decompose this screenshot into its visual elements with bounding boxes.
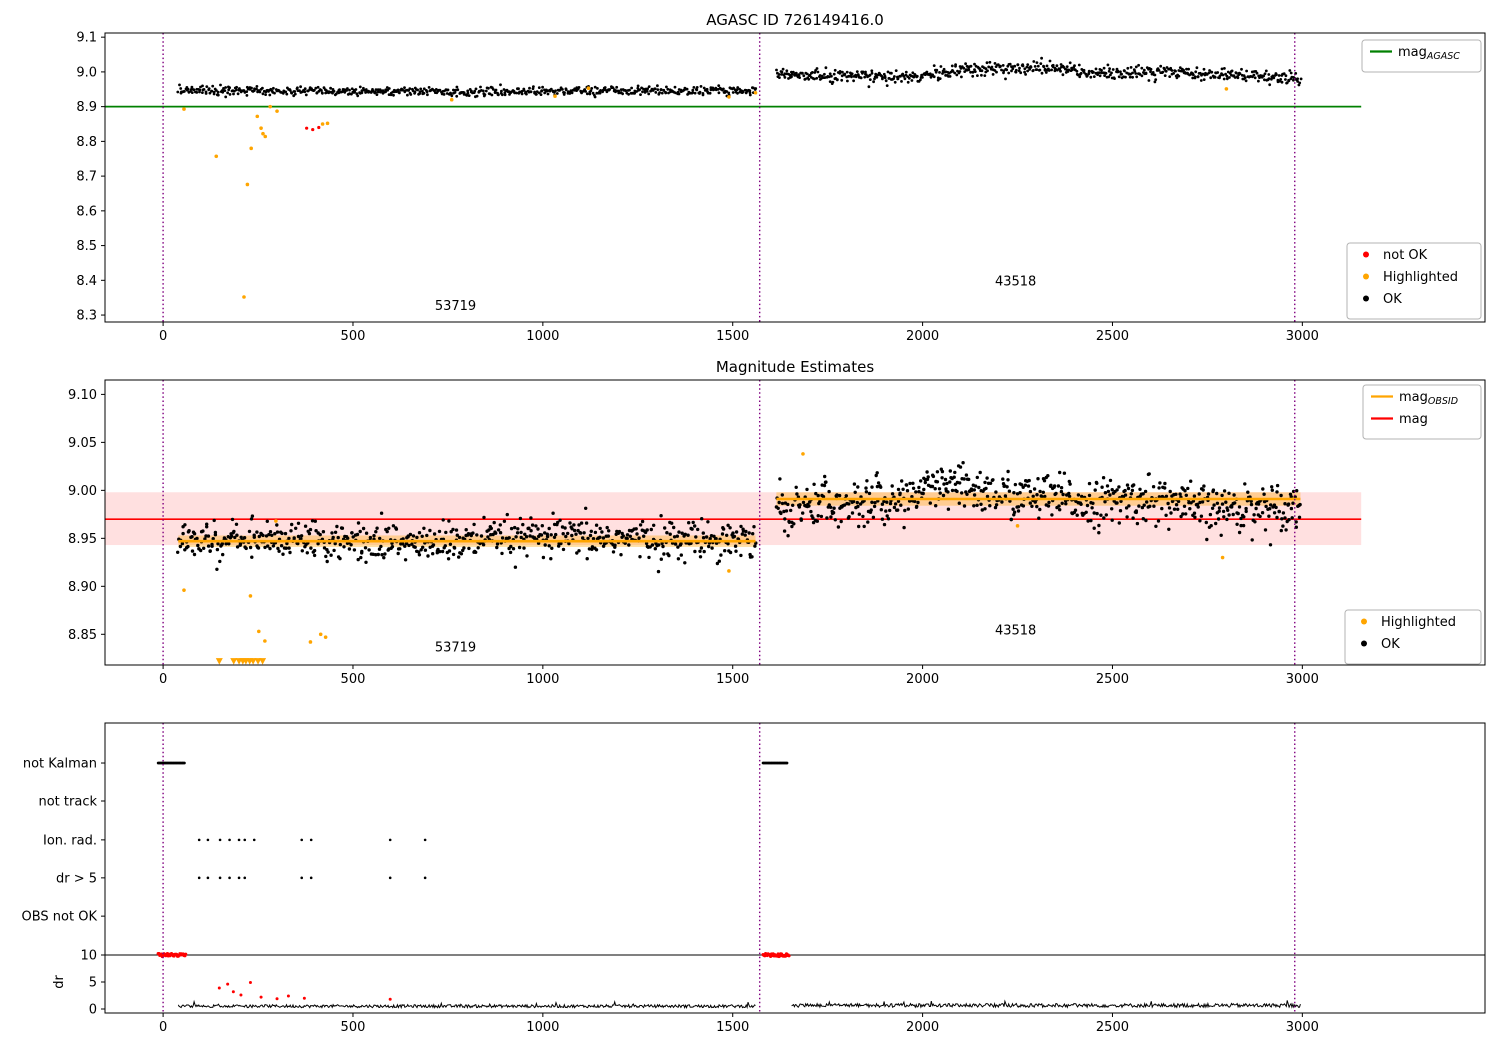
x-tick-label: 0 — [159, 1020, 167, 1035]
highlighted-points — [182, 86, 1229, 299]
chart-0: 53719 43518 0 500 1000 1500 2000 2500 3000 8.3 8.4… — [76, 11, 1486, 344]
x-tick-label: 3000 — [1286, 672, 1319, 687]
y-tick-label: 8.5 — [76, 239, 97, 254]
legend-label: Highlighted — [1381, 615, 1456, 630]
dr-axis-label: dr — [52, 975, 67, 989]
ok-points — [176, 56, 1303, 99]
x-tick-label: 3000 — [1286, 1020, 1319, 1035]
highlighted-points — [182, 452, 1225, 644]
x-tick-label: 2000 — [906, 1020, 939, 1035]
x-tick-label: 3000 — [1286, 329, 1319, 344]
axes-frame: 0 500 1000 1500 2000 2500 3000 8.3 8.4 8.5 8.6 8.7 8… — [76, 31, 1486, 344]
legend-1: not OK Highlighted OK — [1346, 242, 1482, 320]
obsid-annotation: 53719 — [435, 641, 476, 656]
dr-tick-label: 0 — [89, 1002, 97, 1017]
flag-category-label: Ion. rad. — [43, 833, 97, 848]
ok-points — [176, 461, 1302, 574]
clipped-points — [215, 658, 267, 665]
legend-0: magAGASC — [1361, 39, 1482, 73]
x-tick-label: 1500 — [716, 672, 749, 687]
x-tick-label: 500 — [341, 1020, 366, 1035]
obsid-annotation: 43518 — [995, 275, 1036, 290]
chart-title: AGASC ID 726149416.0 — [706, 11, 884, 29]
dr-clipped-red-points — [156, 952, 791, 959]
axes-frame: 0 500 1000 1500 2000 2500 3000 not Kalman not tr… — [22, 722, 1486, 1035]
legend-label: not OK — [1383, 248, 1428, 263]
not-kalman-points — [156, 761, 789, 765]
dr-outlier-red-points — [217, 981, 392, 1001]
flag-category-label: not Kalman — [23, 757, 97, 772]
dr-trace — [177, 999, 1301, 1010]
legend-label: magOBSID — [1399, 390, 1458, 407]
legend-0: magOBSID mag — [1362, 384, 1482, 440]
legend-label: OK — [1381, 637, 1400, 652]
chart-2: 0 500 1000 1500 2000 2500 3000 not Kalman not tr… — [22, 722, 1486, 1035]
legend-label: magAGASC — [1398, 45, 1460, 62]
x-tick-label: 1500 — [716, 1020, 749, 1035]
legend-label: Highlighted — [1383, 270, 1458, 285]
y-tick-label: 8.6 — [76, 204, 97, 219]
chart-title: Magnitude Estimates — [716, 358, 874, 376]
legend-1: Highlighted OK — [1344, 609, 1482, 665]
flag-category-label: dr > 5 — [56, 871, 97, 886]
y-tick-label: 8.7 — [76, 170, 97, 185]
legend-label: OK — [1383, 292, 1402, 307]
x-tick-label: 2500 — [1096, 1020, 1129, 1035]
x-tick-label: 2000 — [906, 672, 939, 687]
y-tick-label: 8.3 — [76, 309, 97, 324]
flag-category-label: OBS not OK — [22, 910, 98, 925]
y-tick-label: 8.9 — [76, 100, 97, 115]
y-tick-label: 8.8 — [76, 135, 97, 150]
x-tick-label: 2500 — [1096, 329, 1129, 344]
x-tick-label: 0 — [159, 329, 167, 344]
x-tick-label: 1000 — [526, 1020, 559, 1035]
y-tick-label: 8.85 — [68, 628, 97, 643]
x-tick-label: 2500 — [1096, 672, 1129, 687]
y-tick-label: 9.00 — [68, 484, 97, 499]
legend-marker-dot — [1363, 251, 1369, 258]
x-tick-label: 1500 — [716, 329, 749, 344]
legend-marker-dot — [1361, 618, 1367, 625]
y-tick-label: 9.10 — [68, 388, 97, 403]
not-ok-points — [305, 125, 321, 132]
x-tick-label: 500 — [341, 329, 366, 344]
ion-rad-points — [197, 838, 427, 842]
y-tick-label: 8.4 — [76, 274, 97, 289]
legend-marker-dot — [1361, 640, 1367, 647]
y-tick-label: 8.95 — [68, 532, 97, 547]
x-tick-label: 500 — [341, 672, 366, 687]
dr-gt5-points — [197, 876, 427, 880]
axes-frame: 0 500 1000 1500 2000 2500 3000 8.85 8.90 8.95 9.00… — [68, 379, 1486, 687]
y-tick-label: 9.05 — [68, 436, 97, 451]
x-tick-label: 1000 — [526, 329, 559, 344]
flag-category-label: not track — [38, 795, 97, 810]
legend-marker-dot — [1363, 273, 1369, 280]
legend-label: mag — [1399, 412, 1428, 427]
obsid-annotation: 43518 — [995, 623, 1036, 638]
x-tick-label: 2000 — [906, 329, 939, 344]
chart-1: 53719 43518 0 500 1000 1500 2000 2500 3000 8.85 8.… — [68, 358, 1486, 687]
y-tick-label: 8.90 — [68, 580, 97, 595]
legend-marker-dot — [1363, 295, 1369, 302]
y-tick-label: 9.0 — [76, 65, 97, 80]
x-tick-label: 1000 — [526, 672, 559, 687]
y-tick-label: 9.1 — [76, 31, 97, 46]
x-tick-label: 0 — [159, 672, 167, 687]
dr-tick-label: 10 — [80, 949, 97, 964]
obsid-annotation: 53719 — [435, 299, 476, 314]
dr-tick-label: 5 — [89, 975, 97, 990]
